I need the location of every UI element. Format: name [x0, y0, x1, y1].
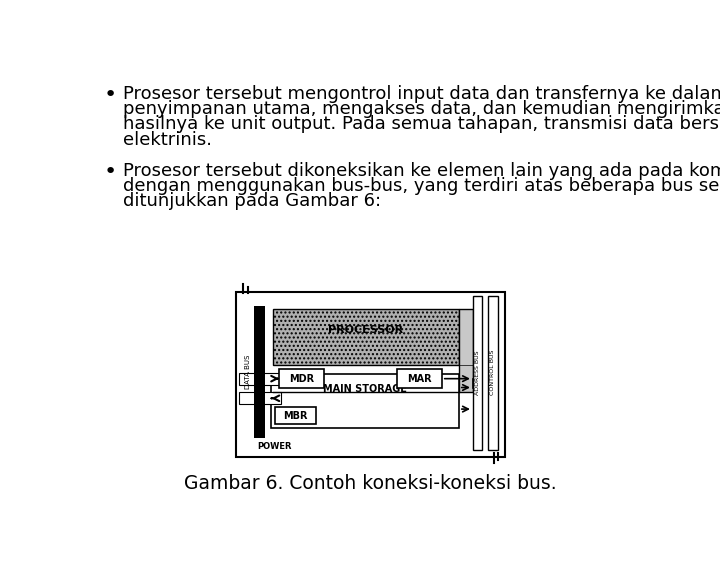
- Text: DATA BUS: DATA BUS: [245, 355, 251, 389]
- Bar: [459, 309, 473, 392]
- Bar: [239, 373, 281, 385]
- Text: •: •: [104, 85, 117, 104]
- Text: MAR: MAR: [407, 374, 432, 384]
- Bar: [275, 407, 315, 424]
- Text: Prosesor tersebut dikoneksikan ke elemen lain yang ada pada komputer: Prosesor tersebut dikoneksikan ke elemen…: [122, 161, 720, 180]
- Bar: [242, 295, 264, 442]
- Text: hasilnya ke unit output. Pada semua tahapan, transmisi data bersifat: hasilnya ke unit output. Pada semua taha…: [122, 115, 720, 133]
- Text: ADDRESS BUS: ADDRESS BUS: [475, 350, 480, 395]
- Bar: [397, 369, 442, 388]
- Bar: [488, 295, 498, 449]
- Bar: [279, 369, 324, 388]
- Text: CONTROL BUS: CONTROL BUS: [490, 350, 495, 395]
- Text: elektrinis.: elektrinis.: [122, 131, 212, 149]
- Text: Prosesor tersebut mengontrol input data dan transfernya ke dalam: Prosesor tersebut mengontrol input data …: [122, 85, 720, 103]
- Text: Gambar 6. Contoh koneksi-koneksi bus.: Gambar 6. Contoh koneksi-koneksi bus.: [184, 474, 557, 493]
- Text: penyimpanan utama, mengakses data, dan kemudian mengirimkan: penyimpanan utama, mengakses data, dan k…: [122, 100, 720, 118]
- Bar: [239, 392, 281, 404]
- Text: POWER: POWER: [258, 442, 292, 451]
- Text: dengan menggunakan bus-bus, yang terdiri atas beberapa bus seperti: dengan menggunakan bus-bus, yang terdiri…: [122, 177, 720, 195]
- Text: MBR: MBR: [283, 411, 307, 420]
- Text: ditunjukkan pada Gambar 6:: ditunjukkan pada Gambar 6:: [122, 192, 381, 210]
- Text: •: •: [104, 161, 117, 181]
- Text: MDR: MDR: [289, 374, 314, 384]
- Text: PROCESSOR: PROCESSOR: [328, 325, 403, 335]
- Bar: [271, 374, 459, 428]
- Text: MAIN STORAGE: MAIN STORAGE: [323, 384, 407, 394]
- Bar: [235, 291, 505, 457]
- Bar: [254, 305, 265, 438]
- Bar: [273, 309, 459, 365]
- Bar: [473, 295, 482, 449]
